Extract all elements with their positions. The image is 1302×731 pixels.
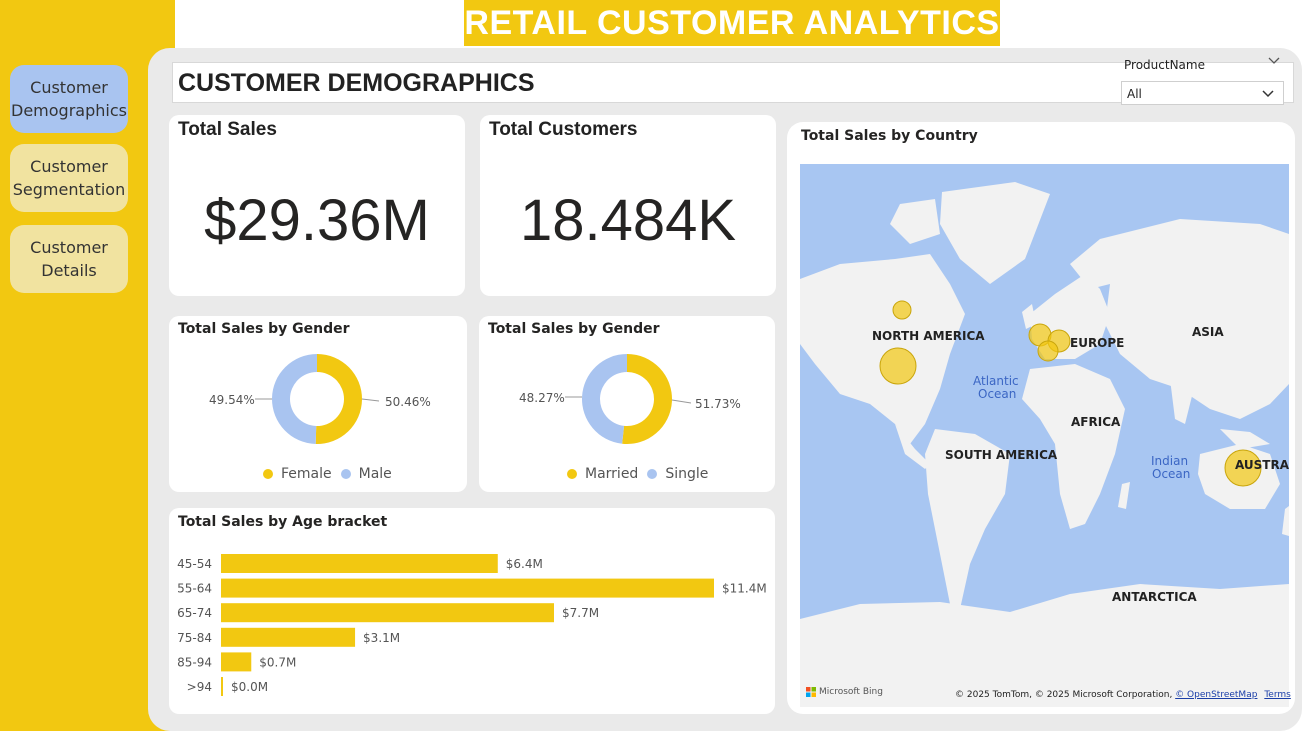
gender-donut-chart [255,354,380,444]
y-tick-label: >94 [187,680,212,694]
map-canvas [800,182,1289,707]
y-tick-label: 65-74 [177,606,212,620]
app-title: RETAIL CUSTOMER ANALYTICS [464,3,1000,42]
legend-swatch [567,469,577,479]
right-percent-label: 50.46% [385,395,431,409]
age-chart-card: Total Sales by Age bracket 45-54 $6.4M 55-… [169,508,775,714]
legend-label: Married [585,466,639,482]
map-attribution: © 2025 TomTom, © 2025 Microsoft Corporat… [955,690,1291,700]
nav-customer-demographics[interactable]: Customer Demographics [10,65,128,133]
legend-label: Male [358,466,392,482]
map-label-africa: AFRICA [1071,415,1121,429]
slicer-label: ProductName [1124,58,1205,72]
data-label: $3.1M [363,631,400,645]
nav-customer-details[interactable]: Customer Details [10,225,128,293]
chart-legend: Female Male [263,466,392,482]
y-tick-label: 75-84 [177,631,212,645]
legend-label: Female [281,466,332,482]
marital-chart-card: Total Sales by Gender 48.27% 51.73% Marr… [479,316,775,492]
kpi-title: Total Sales [178,119,277,140]
chart-title: Total Sales by Country [801,128,978,144]
y-tick-label: 45-54 [177,557,212,571]
donut-slice-married[interactable] [622,354,672,444]
marital-donut-chart [565,354,692,444]
bar-45-54[interactable] [221,554,498,573]
y-tick-label: 85-94 [177,655,212,669]
right-percent-label: 51.73% [695,397,741,411]
terms-link[interactable]: Terms [1264,690,1291,700]
map-label-asia: ASIA [1192,325,1224,339]
left-percent-label: 48.27% [519,391,565,405]
donut-slice-female[interactable] [315,354,362,444]
total-sales-card: Total Sales $29.36M [169,115,465,296]
nav-customer-segmentation[interactable]: Customer Segmentation [10,144,128,212]
map-label-europe: EUROPE [1070,336,1125,350]
left-percent-label: 49.54% [209,393,255,407]
data-label: $0.0M [231,680,268,694]
map-label-north-america: NORTH AMERICA [872,329,985,343]
legend-swatch [340,469,351,479]
map-label-atlantic-ocean: Ocean [978,387,1017,401]
chart-legend: Married Single [567,466,708,482]
legend-swatch [263,469,273,479]
gender-chart-card: Total Sales by Gender 49.54% 50.46% Fema… [169,316,467,492]
bing-logo: Microsoft Bing [806,687,883,697]
bar-65-74[interactable] [221,603,554,623]
product-slicer-dropdown[interactable]: All [1121,81,1284,105]
y-tick-label: 55-64 [177,582,212,596]
slicer-value: All [1127,87,1142,101]
chart-title: Total Sales by Gender [178,321,350,337]
age-bar-chart: 45-54 $6.4M 55-64 $11.4M 65-74 $7.7M 75-84 $3.1… [177,554,767,696]
kpi-title: Total Customers [489,119,638,140]
map-label-indian: Indian [1151,454,1189,468]
bar-55-64[interactable] [221,578,714,598]
chevron-down-icon [1261,86,1275,105]
data-label: $11.4M [722,582,767,596]
data-label: $0.7M [259,655,296,669]
map-label-australia: AUSTRAL [1235,458,1289,472]
map-label-south-america: SOUTH AMERICA [945,448,1058,462]
bar->94[interactable] [221,677,223,696]
donut-slice-male[interactable] [271,354,317,444]
microsoft-logo-icon [806,687,816,697]
data-label: $7.7M [562,606,599,620]
legend-label: Single [665,466,709,482]
page-header: CUSTOMER DEMOGRAPHICS [172,62,1294,103]
kpi-value: $29.36M [204,188,430,253]
map-label-indian-ocean: Ocean [1152,467,1191,481]
data-label: $6.4M [506,557,543,571]
world-map[interactable]: NORTH AMERICA EUROPE ASIA AFRICA SOUTH A… [800,164,1289,707]
app-title-banner: RETAIL CUSTOMER ANALYTICS [464,0,1000,46]
chevron-down-icon[interactable] [1268,55,1280,68]
total-customers-card: Total Customers 18.484K [480,115,776,296]
attribution-text: © 2025 TomTom, © 2025 Microsoft Corporat… [955,690,1173,700]
donut-slice-single[interactable] [581,354,627,444]
legend-swatch [647,469,658,479]
chart-title: Total Sales by Age bracket [178,514,388,530]
bar-75-84[interactable] [221,627,356,647]
bing-label: Microsoft Bing [819,687,883,697]
map-label-atlantic: Atlantic [973,374,1019,388]
kpi-value: 18.484K [519,188,737,253]
osm-link[interactable]: © OpenStreetMap [1175,690,1258,700]
bar-85-94[interactable] [221,652,252,672]
chart-title: Total Sales by Gender [488,321,660,337]
page-title: CUSTOMER DEMOGRAPHICS [178,69,535,97]
map-label-antarctica: ANTARCTICA [1112,590,1197,604]
